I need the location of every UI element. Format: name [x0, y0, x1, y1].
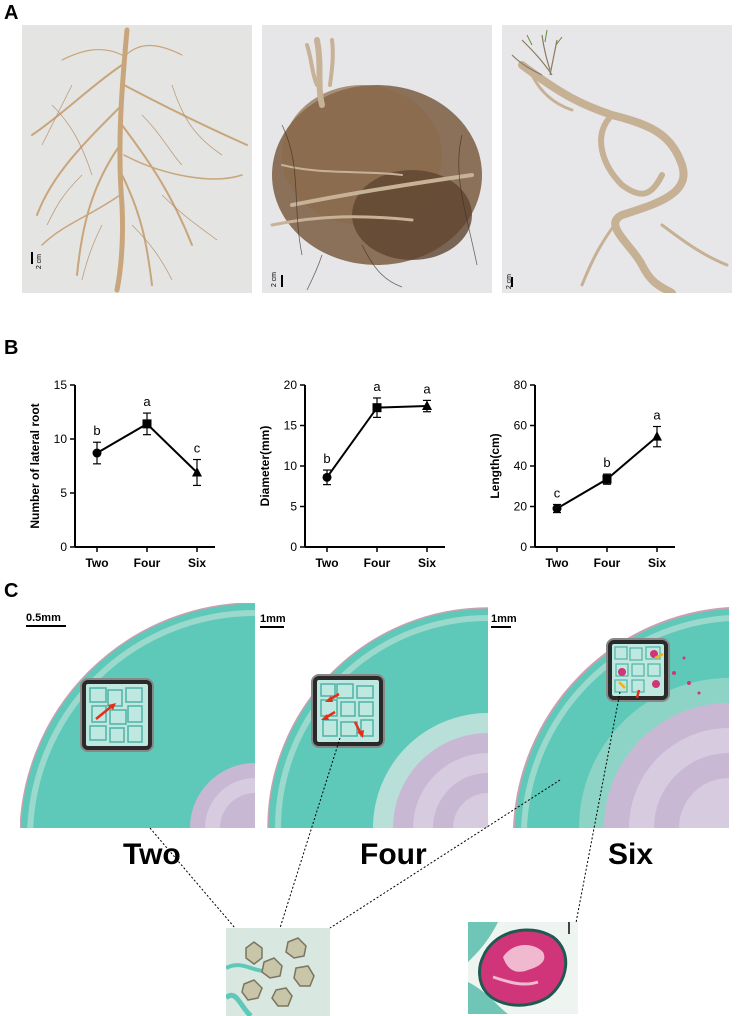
panel-c-letter: C — [4, 580, 19, 602]
scale-bar-label-1: 2 cm — [36, 254, 43, 270]
panel-b-letter: B — [4, 337, 19, 359]
data-point-2 — [192, 466, 202, 477]
scale-bar-c2 — [260, 626, 284, 628]
y-axis-label: Diameter(mm) — [258, 426, 272, 507]
stage-label-six: Six — [608, 838, 654, 871]
significance-letter-0: b — [93, 423, 100, 438]
y-tick-label-3: 15 — [54, 378, 68, 392]
scale-label-c1: 0.5mm — [26, 612, 61, 624]
crystal-druse-magnified — [226, 928, 330, 1016]
inset-four — [313, 676, 383, 746]
x-tick-label-2: Six — [648, 556, 666, 570]
y-axis-label: Number of lateral root — [28, 403, 42, 528]
data-point-0 — [552, 504, 562, 514]
root-illustration-two — [31, 27, 248, 293]
data-point-1 — [602, 474, 612, 484]
x-tick-label-0: Two — [85, 556, 108, 570]
x-tick-label-0: Two — [315, 556, 338, 570]
y-tick-label-4: 20 — [284, 378, 298, 392]
data-point-0 — [322, 472, 332, 482]
data-point-2 — [652, 431, 662, 441]
inset-cells-two — [89, 687, 143, 743]
y-tick-label-2: 10 — [54, 432, 68, 446]
pink-crystal-drawing — [468, 922, 578, 1014]
crystal-pink-magnified — [468, 922, 578, 1014]
y-tick-label-1: 20 — [514, 500, 528, 514]
inset-cells-six — [614, 646, 661, 693]
x-tick-label-1: Four — [594, 556, 621, 570]
significance-letter-2: a — [423, 381, 431, 396]
scale-bar-c1 — [26, 625, 66, 627]
scale-bar-label-3: 2 cm — [506, 274, 513, 290]
data-point-1 — [142, 419, 152, 429]
data-point-2 — [422, 400, 432, 411]
root-photo-six-years: 2 cm — [502, 25, 732, 293]
arrows-six — [618, 652, 665, 699]
y-tick-label-0: 0 — [290, 540, 297, 554]
chart-length: 0 20 40 60 80 Length(cm) Two Four Six c b a — [488, 378, 675, 570]
x-tick-label-0: Two — [545, 556, 568, 570]
section-image-six — [489, 603, 729, 828]
inset-cells-four — [320, 683, 374, 738]
scale-label-c3: 1mm — [491, 613, 517, 625]
x-tick-label-1: Four — [364, 556, 391, 570]
y-tick-label-4: 80 — [514, 378, 528, 392]
significance-letter-0: c — [554, 485, 561, 500]
data-point-0 — [92, 448, 102, 458]
significance-letter-1: b — [603, 455, 610, 470]
panel-a-letter: A — [4, 2, 19, 24]
scale-bar-c3 — [491, 626, 511, 628]
x-tick-label-1: Four — [134, 556, 161, 570]
y-axis-label: Length(cm) — [488, 433, 502, 498]
scale-bar-label-2: 2 cm — [271, 272, 278, 288]
y-tick-label-1: 5 — [60, 486, 67, 500]
chart-lateral-root: 0 5 10 15 Number of lateral root Two Four Six b a… — [28, 378, 215, 570]
y-tick-label-2: 40 — [514, 459, 528, 473]
y-tick-label-0: 0 — [520, 540, 527, 554]
significance-letter-2: a — [653, 408, 661, 423]
y-tick-label-3: 15 — [284, 419, 298, 433]
druse-drawing — [226, 928, 330, 1016]
section-drawing-six — [513, 607, 729, 828]
y-tick-label-1: 5 — [290, 500, 297, 514]
root-illustration-four — [270, 37, 482, 291]
series-line — [556, 435, 658, 510]
stage-label-two: Two — [123, 838, 181, 871]
stage-label-four: Four — [360, 838, 427, 871]
root-illustration-six — [511, 29, 729, 293]
x-tick-label-2: Six — [188, 556, 206, 570]
root-photo-two-years: 2 cm — [22, 25, 252, 293]
root-photo-four-years: 2 cm — [262, 25, 492, 293]
y-tick-label-2: 10 — [284, 459, 298, 473]
y-tick-label-3: 60 — [514, 419, 528, 433]
significance-letter-1: a — [373, 379, 381, 394]
y-tick-label-0: 0 — [60, 540, 67, 554]
chart-diameter: 0 5 10 15 20 Diameter(mm) Two Four Six b a a — [258, 378, 445, 570]
inset-two — [82, 680, 152, 750]
data-point-1 — [372, 403, 382, 413]
scale-label-c2: 1mm — [260, 613, 286, 625]
significance-letter-2: c — [194, 441, 201, 456]
significance-letter-0: b — [323, 451, 330, 466]
x-tick-label-2: Six — [418, 556, 436, 570]
significance-letter-1: a — [143, 394, 151, 409]
